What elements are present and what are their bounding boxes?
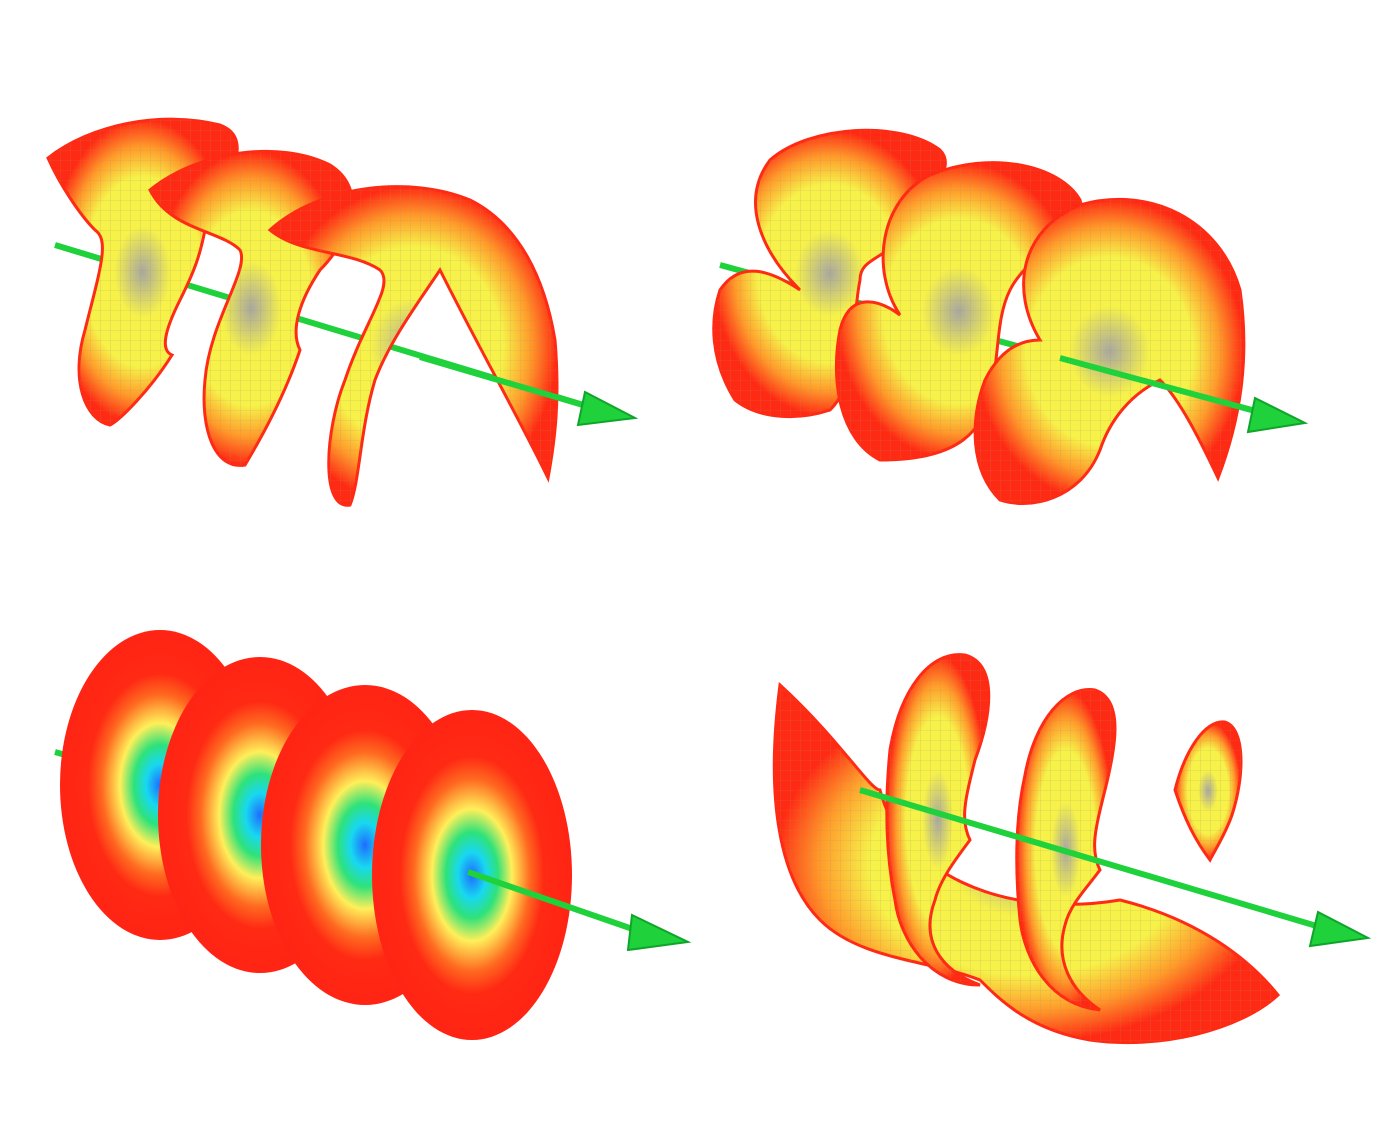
helix-left-handed-upper-left	[48, 119, 635, 505]
gaussian-disks-lower-left	[55, 630, 688, 1040]
helix-turn-mesh	[1175, 722, 1241, 860]
helix-lower-right	[774, 655, 1368, 1043]
helix-upper-right	[714, 130, 1305, 503]
